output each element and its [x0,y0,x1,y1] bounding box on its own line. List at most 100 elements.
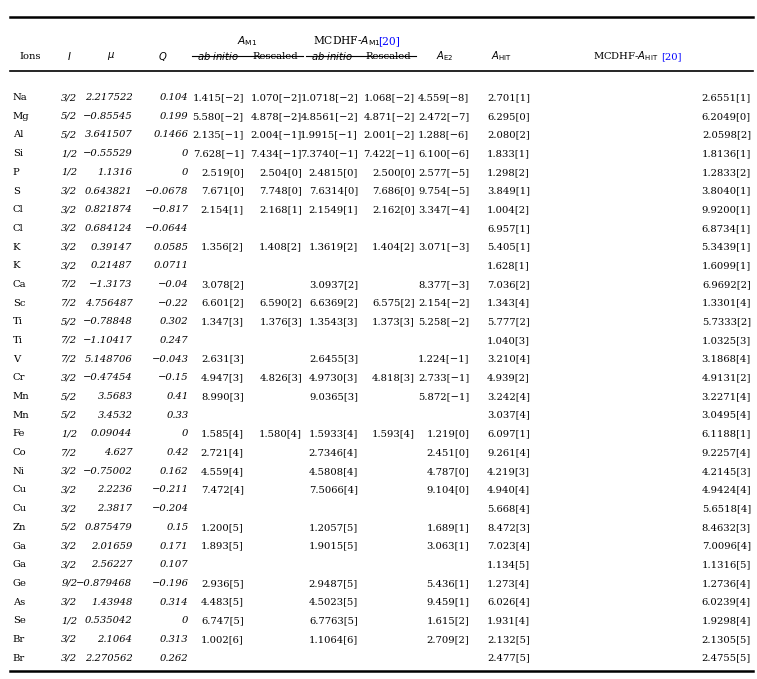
Text: 7/2: 7/2 [61,448,77,457]
Text: Cl: Cl [13,224,23,233]
Text: 2.004[−1]: 2.004[−1] [251,130,302,139]
Text: 9.754[−5]: 9.754[−5] [418,187,469,196]
Text: 2.451[0]: 2.451[0] [426,448,469,457]
Text: 3.5683: 3.5683 [98,392,132,401]
Text: 3/2: 3/2 [61,598,77,606]
Text: 2.701[1]: 2.701[1] [487,93,530,102]
Text: $A_{\mathrm{E2}}$: $A_{\mathrm{E2}}$ [435,50,453,63]
Text: 0.104: 0.104 [160,93,188,102]
Text: 7.422[−1]: 7.422[−1] [363,149,415,158]
Text: 1.628[1]: 1.628[1] [487,261,530,270]
Text: [20]: [20] [661,52,682,61]
Text: Ga: Ga [13,560,26,569]
Text: 6.6369[2]: 6.6369[2] [310,299,358,308]
Text: 3/2: 3/2 [61,466,77,476]
Text: 0: 0 [182,617,188,625]
Text: 5/2: 5/2 [61,411,77,420]
Text: 6.2049[0]: 6.2049[0] [702,112,751,121]
Text: 1.9915[−1]: 1.9915[−1] [301,130,358,139]
Text: −1.10417: −1.10417 [83,336,132,345]
Text: 1.833[1]: 1.833[1] [487,149,530,158]
Text: −0.85545: −0.85545 [83,112,132,121]
Text: 1/2: 1/2 [61,168,77,177]
Text: 2.519[0]: 2.519[0] [201,168,244,177]
Text: 9.9200[1]: 9.9200[1] [702,205,751,214]
Text: 7.434[−1]: 7.434[−1] [251,149,302,158]
Text: 3.210[4]: 3.210[4] [487,354,530,364]
Text: 7.686[0]: 7.686[0] [372,187,415,196]
Text: Cu: Cu [13,504,27,513]
Text: S: S [13,187,20,196]
Text: $ab\ initio$: $ab\ initio$ [198,50,239,62]
Text: V: V [13,354,20,364]
Text: 9.459[1]: 9.459[1] [426,598,469,606]
Text: Se: Se [13,617,26,625]
Text: 5.7333[2]: 5.7333[2] [702,317,751,327]
Text: 0.302: 0.302 [160,317,188,327]
Text: 4.219[3]: 4.219[3] [487,466,530,476]
Text: 4.871[−2]: 4.871[−2] [363,112,415,121]
Text: 5.3439[1]: 5.3439[1] [702,242,751,252]
Text: Ge: Ge [13,579,26,588]
Text: 1.224[−1]: 1.224[−1] [418,354,469,364]
Text: 7.3740[−1]: 7.3740[−1] [301,149,358,158]
Text: 0.09044: 0.09044 [91,429,132,439]
Text: 0.39147: 0.39147 [91,242,132,252]
Text: 1.373[3]: 1.373[3] [372,317,415,327]
Text: 9.0365[3]: 9.0365[3] [309,392,358,401]
Text: 4.559[4]: 4.559[4] [201,466,244,476]
Text: Cu: Cu [13,485,27,494]
Text: 2.631[3]: 2.631[3] [201,354,244,364]
Text: 1.200[5]: 1.200[5] [201,523,244,532]
Text: 4.627: 4.627 [104,448,132,457]
Text: 5.580[−2]: 5.580[−2] [192,112,244,121]
Text: 0.162: 0.162 [160,466,188,476]
Text: Ga: Ga [13,542,26,551]
Text: 0.41: 0.41 [167,392,188,401]
Text: Ti: Ti [13,317,23,327]
Text: 6.100[−6]: 6.100[−6] [419,149,469,158]
Text: 4.826[3]: 4.826[3] [260,373,302,382]
Text: 5.405[1]: 5.405[1] [487,242,530,252]
Text: Fe: Fe [13,429,26,439]
Text: 6.8734[1]: 6.8734[1] [702,224,751,233]
Text: 4.947[3]: 4.947[3] [201,373,244,382]
Text: 1.1316[5]: 1.1316[5] [702,560,751,569]
Text: 0: 0 [182,429,188,439]
Text: 3/2: 3/2 [61,242,77,252]
Text: 0.643821: 0.643821 [85,187,132,196]
Text: 2.721[4]: 2.721[4] [201,448,244,457]
Text: 1.404[2]: 1.404[2] [372,242,415,252]
Text: 3.1868[4]: 3.1868[4] [702,354,751,364]
Text: 1.298[2]: 1.298[2] [487,168,530,177]
Text: 5.148706: 5.148706 [85,354,132,364]
Text: 3/2: 3/2 [61,560,77,569]
Text: Si: Si [13,149,23,158]
Text: 1.219[0]: 1.219[0] [426,429,469,439]
Text: 7.0096[4]: 7.0096[4] [702,542,751,551]
Text: 3.037[4]: 3.037[4] [487,411,530,420]
Text: 0.42: 0.42 [167,448,188,457]
Text: 4.9424[4]: 4.9424[4] [701,485,751,494]
Text: −1.3173: −1.3173 [89,280,132,289]
Text: 7.748[0]: 7.748[0] [259,187,302,196]
Text: 4.787[0]: 4.787[0] [426,466,469,476]
Text: 2.3817: 2.3817 [98,504,132,513]
Text: 2.472[−7]: 2.472[−7] [418,112,469,121]
Text: 5.872[−1]: 5.872[−1] [418,392,469,401]
Text: 1.273[4]: 1.273[4] [487,579,530,588]
Text: 8.4632[3]: 8.4632[3] [702,523,751,532]
Text: −0.75002: −0.75002 [83,466,132,476]
Text: 4.9730[3]: 4.9730[3] [309,373,358,382]
Text: 6.7763[5]: 6.7763[5] [309,617,358,625]
Text: 2.9487[5]: 2.9487[5] [309,579,358,588]
Text: 1.580[4]: 1.580[4] [259,429,302,439]
Text: 4.5808[4]: 4.5808[4] [309,466,358,476]
Text: 7.6314[0]: 7.6314[0] [309,187,358,196]
Text: −0.78848: −0.78848 [83,317,132,327]
Text: −0.0678: −0.0678 [145,187,188,196]
Text: −0.211: −0.211 [151,485,188,494]
Text: 3/2: 3/2 [61,635,77,644]
Text: 3.242[4]: 3.242[4] [487,392,530,401]
Text: 1.6099[1]: 1.6099[1] [702,261,751,270]
